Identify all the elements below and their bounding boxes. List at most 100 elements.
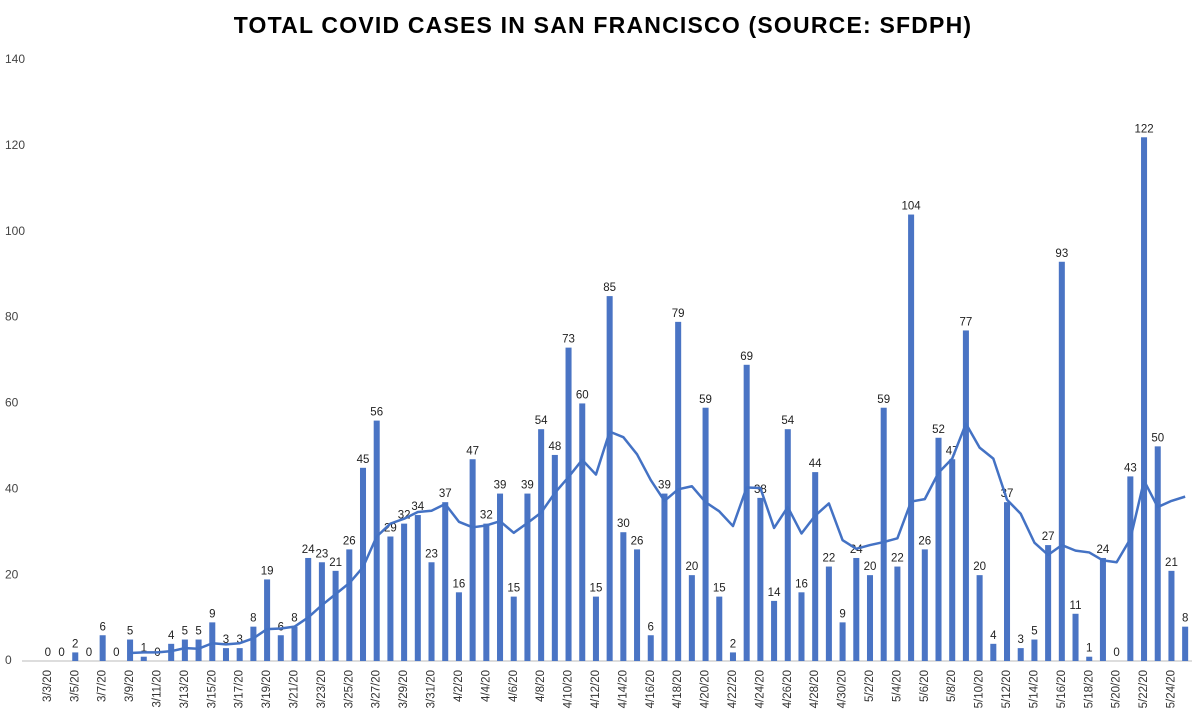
- bar: [524, 493, 531, 661]
- x-tick-label: 5/2/20: [864, 670, 876, 702]
- data-label: 52: [932, 424, 945, 436]
- bar: [264, 579, 271, 661]
- data-label: 0: [58, 647, 64, 659]
- bar: [812, 472, 819, 661]
- bar: [1004, 502, 1011, 661]
- x-tick-label: 3/3/20: [42, 670, 54, 702]
- bar: [1127, 476, 1134, 661]
- bar: [455, 592, 462, 661]
- y-tick-label: 140: [5, 52, 25, 66]
- bar: [1099, 557, 1106, 661]
- data-label: 19: [261, 565, 274, 577]
- x-tick-label: 5/6/20: [919, 670, 931, 702]
- data-label: 73: [562, 334, 575, 346]
- data-label: 5: [127, 626, 133, 638]
- bar: [784, 429, 791, 661]
- bar: [935, 437, 942, 661]
- data-label: 20: [973, 561, 986, 573]
- bar: [483, 523, 490, 661]
- x-tick-label: 4/26/20: [782, 670, 794, 708]
- bar: [853, 557, 860, 661]
- data-label: 15: [507, 583, 520, 595]
- bar: [592, 596, 599, 661]
- data-label: 44: [809, 458, 822, 470]
- bar: [565, 347, 572, 661]
- x-tick-label: 5/14/20: [1028, 670, 1040, 708]
- data-label: 37: [439, 488, 452, 500]
- data-label: 54: [535, 415, 548, 427]
- bar: [921, 549, 928, 661]
- x-tick-label: 5/24/20: [1165, 670, 1177, 708]
- x-tick-label: 4/8/20: [535, 670, 547, 702]
- bar: [318, 562, 325, 661]
- bar: [798, 592, 805, 661]
- bar: [976, 575, 983, 661]
- data-label: 69: [740, 351, 753, 363]
- x-tick-label: 4/30/20: [837, 670, 849, 708]
- x-tick-label: 3/23/20: [316, 670, 328, 708]
- x-tick-label: 5/22/20: [1138, 670, 1150, 708]
- data-label: 16: [795, 578, 808, 590]
- data-label: 11: [1070, 600, 1082, 612]
- x-tick-label: 4/10/20: [563, 670, 575, 708]
- x-tick-label: 5/4/20: [891, 670, 903, 702]
- x-tick-label: 5/10/20: [974, 670, 986, 708]
- data-label: 6: [99, 621, 105, 633]
- data-label: 1: [141, 643, 147, 655]
- bar: [551, 454, 558, 661]
- data-label: 45: [357, 454, 370, 466]
- data-label: 9: [209, 608, 215, 620]
- data-label: 104: [902, 201, 922, 213]
- data-label: 93: [1055, 248, 1068, 260]
- data-label: 8: [291, 613, 297, 625]
- bar: [716, 596, 723, 661]
- data-label: 24: [302, 544, 315, 556]
- data-label: 26: [918, 535, 931, 547]
- bar: [414, 515, 421, 661]
- x-tick-label: 3/29/20: [398, 670, 410, 708]
- x-tick-label: 4/2/20: [453, 670, 465, 702]
- data-label: 54: [781, 415, 794, 427]
- x-tick-label: 5/16/20: [1056, 670, 1068, 708]
- data-label: 50: [1151, 432, 1164, 444]
- bar: [72, 652, 79, 661]
- x-tick-label: 5/18/20: [1083, 670, 1095, 708]
- bar: [620, 532, 627, 661]
- x-tick-label: 4/22/20: [727, 670, 739, 708]
- data-label: 0: [86, 647, 92, 659]
- data-label: 20: [864, 561, 877, 573]
- bar: [757, 497, 764, 661]
- x-tick-label: 3/5/20: [69, 670, 81, 702]
- data-label: 1: [1086, 643, 1092, 655]
- data-label: 6: [648, 621, 654, 633]
- data-label: 23: [316, 548, 329, 560]
- line: [130, 422, 1186, 655]
- data-label: 79: [672, 308, 685, 320]
- bar: [1141, 137, 1148, 661]
- bar: [606, 296, 613, 661]
- bar: [373, 420, 380, 661]
- bar: [250, 626, 257, 661]
- data-label: 56: [370, 407, 383, 419]
- data-label: 24: [1097, 544, 1110, 556]
- data-label: 59: [877, 394, 890, 406]
- chart-title: TOTAL COVID CASES IN SAN FRANCISCO (SOUR…: [234, 12, 973, 38]
- bar: [497, 493, 504, 661]
- bar: [236, 648, 243, 661]
- x-tick-label: 4/4/20: [480, 670, 492, 702]
- x-tick-label: 4/16/20: [645, 670, 657, 708]
- data-label: 15: [713, 583, 726, 595]
- x-tick-label: 3/7/20: [97, 670, 109, 702]
- data-label: 30: [617, 518, 630, 530]
- x-tick-label: 5/12/20: [1001, 670, 1013, 708]
- data-label: 26: [343, 535, 356, 547]
- data-label: 3: [223, 634, 229, 646]
- bar: [538, 429, 545, 661]
- y-tick-label: 120: [5, 138, 25, 152]
- data-label: 27: [1042, 531, 1055, 543]
- data-label: 2: [730, 638, 736, 650]
- data-label: 9: [839, 608, 845, 620]
- data-label: 20: [685, 561, 698, 573]
- x-tick-label: 4/6/20: [508, 670, 520, 702]
